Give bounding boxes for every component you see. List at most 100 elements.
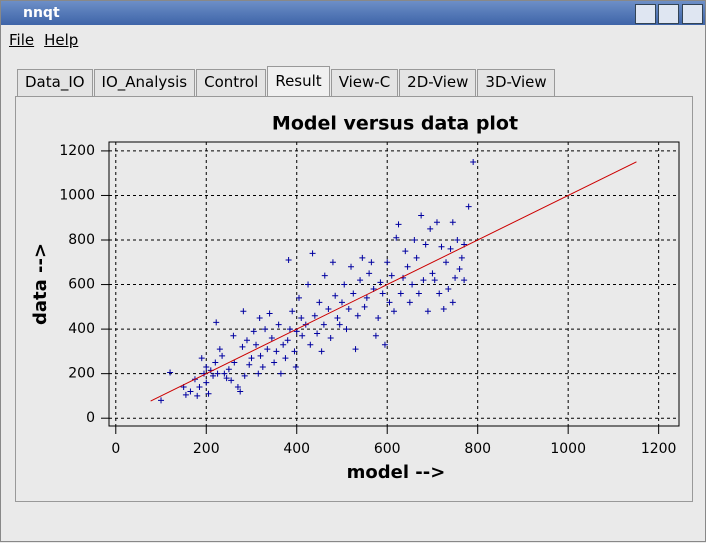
menu-item[interactable]: Help xyxy=(44,31,79,49)
point xyxy=(225,366,232,373)
point xyxy=(361,303,368,310)
close-button[interactable] xyxy=(682,4,703,24)
point xyxy=(456,265,463,272)
point xyxy=(415,290,422,297)
point xyxy=(338,299,345,306)
fit-line xyxy=(150,161,637,402)
point xyxy=(402,248,409,255)
point xyxy=(348,263,355,270)
point xyxy=(357,277,364,284)
point xyxy=(196,384,203,391)
point xyxy=(384,259,391,266)
y-tick-label: 800 xyxy=(68,232,95,248)
point xyxy=(237,388,244,395)
minimize-button[interactable] xyxy=(635,4,656,24)
point xyxy=(427,225,434,232)
point xyxy=(363,294,370,301)
point xyxy=(368,259,375,266)
tab[interactable]: IO_Analysis xyxy=(93,69,196,96)
point xyxy=(388,272,395,279)
point xyxy=(246,361,253,368)
point xyxy=(375,314,382,321)
y-tick-label: 0 xyxy=(86,410,95,426)
menu-item[interactable]: File xyxy=(9,31,35,49)
tab[interactable]: Control xyxy=(196,69,267,96)
point xyxy=(286,326,293,333)
point xyxy=(239,343,246,350)
point xyxy=(343,326,350,333)
point xyxy=(422,241,429,248)
point xyxy=(268,335,275,342)
point xyxy=(341,281,348,288)
point xyxy=(203,379,210,386)
tab[interactable]: 3D-View xyxy=(477,69,555,96)
point xyxy=(424,308,431,315)
point xyxy=(420,277,427,284)
point xyxy=(212,359,219,366)
point xyxy=(452,274,459,281)
point xyxy=(366,270,373,277)
point xyxy=(221,370,228,377)
point xyxy=(243,337,250,344)
point xyxy=(158,397,165,404)
point xyxy=(433,219,440,226)
point xyxy=(316,299,323,306)
tab[interactable]: View-C xyxy=(330,69,399,96)
point xyxy=(219,352,226,359)
tab[interactable]: 2D-View xyxy=(399,69,477,96)
point xyxy=(327,335,334,342)
point xyxy=(336,321,343,328)
point xyxy=(240,308,247,315)
point xyxy=(438,243,445,250)
point xyxy=(377,279,384,286)
point xyxy=(386,299,393,306)
point xyxy=(440,306,447,313)
chart-title: Model versus data plot xyxy=(272,113,518,135)
point xyxy=(255,370,262,377)
point xyxy=(332,292,339,299)
point xyxy=(409,281,416,288)
point xyxy=(449,219,456,226)
y-tick-label: 600 xyxy=(68,277,95,293)
point xyxy=(273,348,280,355)
point xyxy=(458,254,465,261)
point xyxy=(205,390,212,397)
point xyxy=(443,259,450,266)
y-tick-label: 1000 xyxy=(59,187,95,203)
tab-bar: Data_IO IO_Analysis Control Result View-C 2D-… xyxy=(17,66,556,96)
point xyxy=(182,391,189,398)
point xyxy=(352,346,359,353)
point xyxy=(309,250,316,257)
x-axis-label: model --> xyxy=(347,462,446,483)
point xyxy=(334,314,341,321)
point xyxy=(436,290,443,297)
point xyxy=(397,290,404,297)
maximize-button[interactable] xyxy=(658,4,679,24)
point xyxy=(461,277,468,284)
x-tick-label: 1200 xyxy=(641,441,677,457)
point xyxy=(264,346,271,353)
point xyxy=(214,370,221,377)
x-tick-label: 400 xyxy=(283,441,310,457)
tab[interactable]: Result xyxy=(267,66,330,96)
tab-panel xyxy=(15,96,693,502)
point xyxy=(194,392,201,399)
point xyxy=(314,330,321,337)
x-tick-label: 200 xyxy=(193,441,220,457)
point xyxy=(431,277,438,284)
tab[interactable]: Data_IO xyxy=(17,69,93,96)
point xyxy=(372,332,379,339)
point xyxy=(213,319,220,326)
x-tick-label: 600 xyxy=(374,441,401,457)
point xyxy=(277,370,284,377)
point xyxy=(231,359,238,366)
point xyxy=(259,363,266,370)
point xyxy=(230,332,237,339)
x-tick-label: 0 xyxy=(111,441,120,457)
point xyxy=(391,308,397,315)
point xyxy=(406,299,413,306)
point xyxy=(256,314,263,321)
title-bar: nnqt xyxy=(1,1,705,25)
